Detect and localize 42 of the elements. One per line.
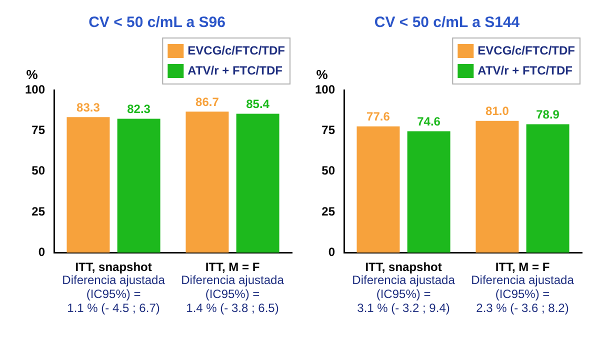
- y-tick-label: 25: [32, 204, 46, 218]
- y-tick-label: 0: [38, 244, 46, 259]
- data-label: 82.3: [127, 102, 151, 116]
- data-label: 81.0: [486, 104, 510, 118]
- legend-label: EVCG/c/FTC/TDF: [188, 43, 286, 58]
- bar: [186, 112, 229, 253]
- text: Diferencia ajustada (IC95%) = 2.3 % (- 3.6 ; 8.2): [471, 272, 574, 315]
- y-tick-label: 0: [328, 244, 336, 259]
- legend-label: EVCG/c/FTC/TDF: [478, 43, 576, 58]
- bar: [66, 117, 110, 253]
- legend-label: ATV/r + FTC/TDF: [478, 63, 572, 78]
- chart-title: CV < 50 c/mL a S144: [374, 14, 520, 32]
- x-tick-label: ITT, M = F: [495, 260, 550, 274]
- data-label: 78.9: [536, 108, 560, 122]
- y-axis-title: %: [26, 67, 38, 82]
- x-tick-label: ITT, M = F: [205, 260, 260, 274]
- data-label: 83.3: [76, 100, 100, 114]
- bar: [236, 114, 280, 253]
- bar: [117, 118, 160, 253]
- x-tick-label: ITT, snapshot: [365, 260, 442, 274]
- y-tick-label: 25: [322, 204, 336, 218]
- bar: [356, 126, 400, 253]
- y-tick-label: 75: [32, 122, 46, 137]
- y-axis-title: %: [316, 67, 328, 82]
- text: Diferencia ajustada (IC95%) = 1.1 % (- 4.5 ; 6.7): [62, 272, 166, 315]
- data-label: 86.7: [196, 94, 220, 109]
- y-tick-label: 75: [322, 122, 336, 137]
- chart-title: CV < 50 c/mL a S96: [88, 14, 226, 32]
- text: Diferencia ajustada (IC95%) = 3.1 % (- 3.2 ; 9.4): [352, 272, 456, 315]
- data-label: 74.6: [417, 114, 441, 129]
- text: Diferencia ajustada (IC95%) = 1.4 % (- 3.8 ; 6.5): [181, 272, 284, 315]
- legend-label: ATV/r + FTC/TDF: [188, 63, 282, 78]
- y-tick-label: 50: [32, 164, 46, 178]
- bar: [407, 131, 450, 253]
- y-tick-label: 100: [24, 82, 46, 96]
- bar: [476, 120, 519, 253]
- data-label: 85.4: [246, 97, 270, 112]
- data-label: 77.6: [366, 110, 390, 124]
- x-tick-label: ITT, snapshot: [75, 260, 152, 274]
- bar: [526, 124, 570, 253]
- y-tick-label: 50: [322, 164, 336, 178]
- y-tick-label: 100: [314, 82, 336, 96]
